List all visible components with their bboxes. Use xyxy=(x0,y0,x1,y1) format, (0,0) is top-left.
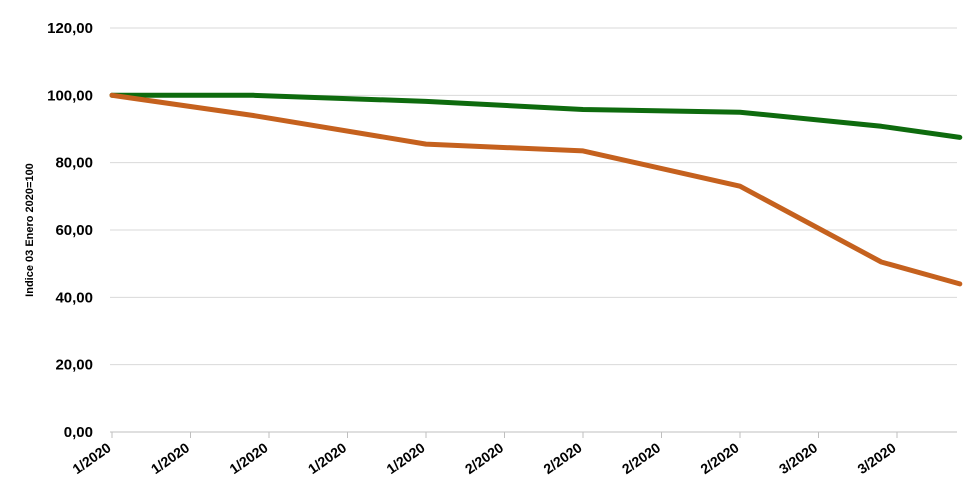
x-tick-label: 2/2020 xyxy=(462,439,506,477)
x-tick-label: 1/2020 xyxy=(305,439,349,477)
y-tick-label: 80,00 xyxy=(55,155,93,172)
x-tick-label: 2/2020 xyxy=(619,439,663,477)
y-tick-label: 100,00 xyxy=(47,87,93,104)
y-tick-label: 20,00 xyxy=(55,357,93,374)
x-tick-label: 2/2020 xyxy=(540,439,584,477)
x-tick-label: 1/2020 xyxy=(383,439,427,477)
y-tick-label: 40,00 xyxy=(55,289,93,306)
x-tick-label: 1/2020 xyxy=(69,439,113,477)
series-lines xyxy=(109,92,963,287)
x-tick-label: 1/2020 xyxy=(226,439,270,477)
series-line-1 xyxy=(109,92,963,140)
y-tick-label: 60,00 xyxy=(55,222,93,239)
y-axis-label: Indice 03 Enero 2020=100 xyxy=(24,163,36,297)
y-tick-label: 0,00 xyxy=(64,424,93,441)
x-axis-ticks: 1/2020 1/2020 1/2020 1/2020 1/2020 2/2020 2/20… xyxy=(69,432,899,477)
x-tick-label: 2/2020 xyxy=(697,439,741,477)
gridlines xyxy=(110,27,957,433)
y-tick-label: 120,00 xyxy=(47,20,93,37)
y-axis-ticks: 0,00 20,00 40,00 60,00 80,00 100,00 120,00 xyxy=(47,20,93,441)
x-tick-label: 3/2020 xyxy=(776,439,820,477)
x-tick-label: 1/2020 xyxy=(148,439,192,477)
x-tick-label: 3/2020 xyxy=(854,439,898,477)
series-line-2 xyxy=(109,92,963,287)
